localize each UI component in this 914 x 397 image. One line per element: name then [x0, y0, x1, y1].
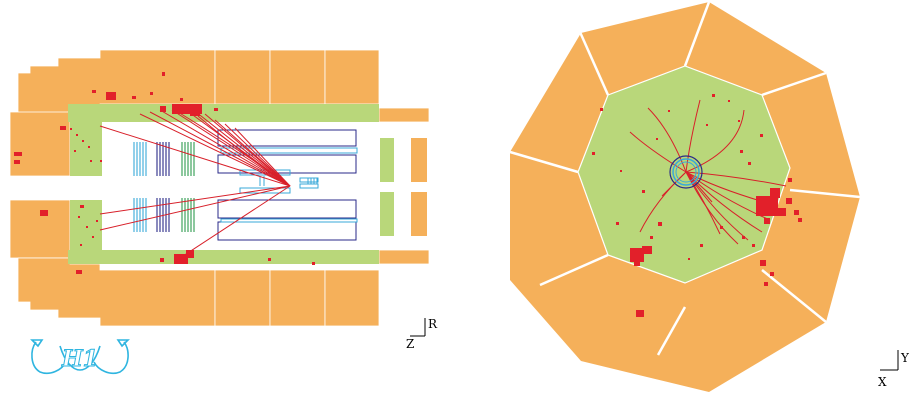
- side-forward-muon-blocks: [259, 176, 318, 186]
- side-view-rz: R Z: [0, 49, 438, 351]
- side-backward-trackers: [133, 142, 195, 232]
- svg-text:H1: H1: [61, 346, 98, 372]
- radial-axis-marker: Y X: [878, 350, 910, 389]
- radial-inner-tracker: [669, 155, 703, 189]
- side-axis-marker: R Z: [406, 317, 438, 351]
- radial-view-xy: Y X: [508, 0, 910, 394]
- axis-z-label: Z: [406, 337, 414, 351]
- axis-r-label: R: [428, 317, 438, 331]
- side-tracks: [99, 109, 291, 259]
- axis-y-label: Y: [900, 351, 910, 365]
- side-forward-calorimeter: [411, 138, 427, 236]
- side-beam-gap: [0, 176, 102, 200]
- radial-energy-deposits: [592, 94, 802, 317]
- side-energy-deposits: [14, 72, 315, 274]
- h1-experiment-logo: H1: [30, 339, 130, 375]
- side-calorimeter-inner: [68, 104, 394, 264]
- axis-x-label: X: [878, 375, 887, 389]
